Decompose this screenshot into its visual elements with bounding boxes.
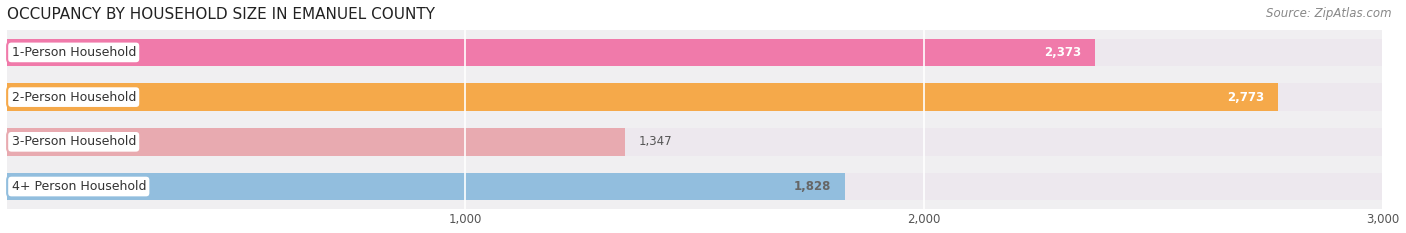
Bar bbox=[7, 128, 1382, 156]
Bar bbox=[7, 38, 1382, 66]
Text: 1,828: 1,828 bbox=[794, 180, 831, 193]
Bar bbox=[7, 128, 624, 156]
Text: 2,373: 2,373 bbox=[1045, 46, 1081, 59]
Text: OCCUPANCY BY HOUSEHOLD SIZE IN EMANUEL COUNTY: OCCUPANCY BY HOUSEHOLD SIZE IN EMANUEL C… bbox=[7, 7, 434, 22]
Text: 2,773: 2,773 bbox=[1227, 91, 1264, 104]
Bar bbox=[7, 173, 845, 200]
Bar bbox=[7, 173, 1382, 200]
Text: 4+ Person Household: 4+ Person Household bbox=[11, 180, 146, 193]
Text: Source: ZipAtlas.com: Source: ZipAtlas.com bbox=[1267, 7, 1392, 20]
Bar bbox=[7, 83, 1278, 111]
Text: 2-Person Household: 2-Person Household bbox=[11, 91, 136, 104]
Bar bbox=[7, 83, 1382, 111]
Text: 3-Person Household: 3-Person Household bbox=[11, 135, 136, 148]
Bar bbox=[7, 38, 1095, 66]
Text: 1,347: 1,347 bbox=[638, 135, 672, 148]
Text: 1-Person Household: 1-Person Household bbox=[11, 46, 136, 59]
